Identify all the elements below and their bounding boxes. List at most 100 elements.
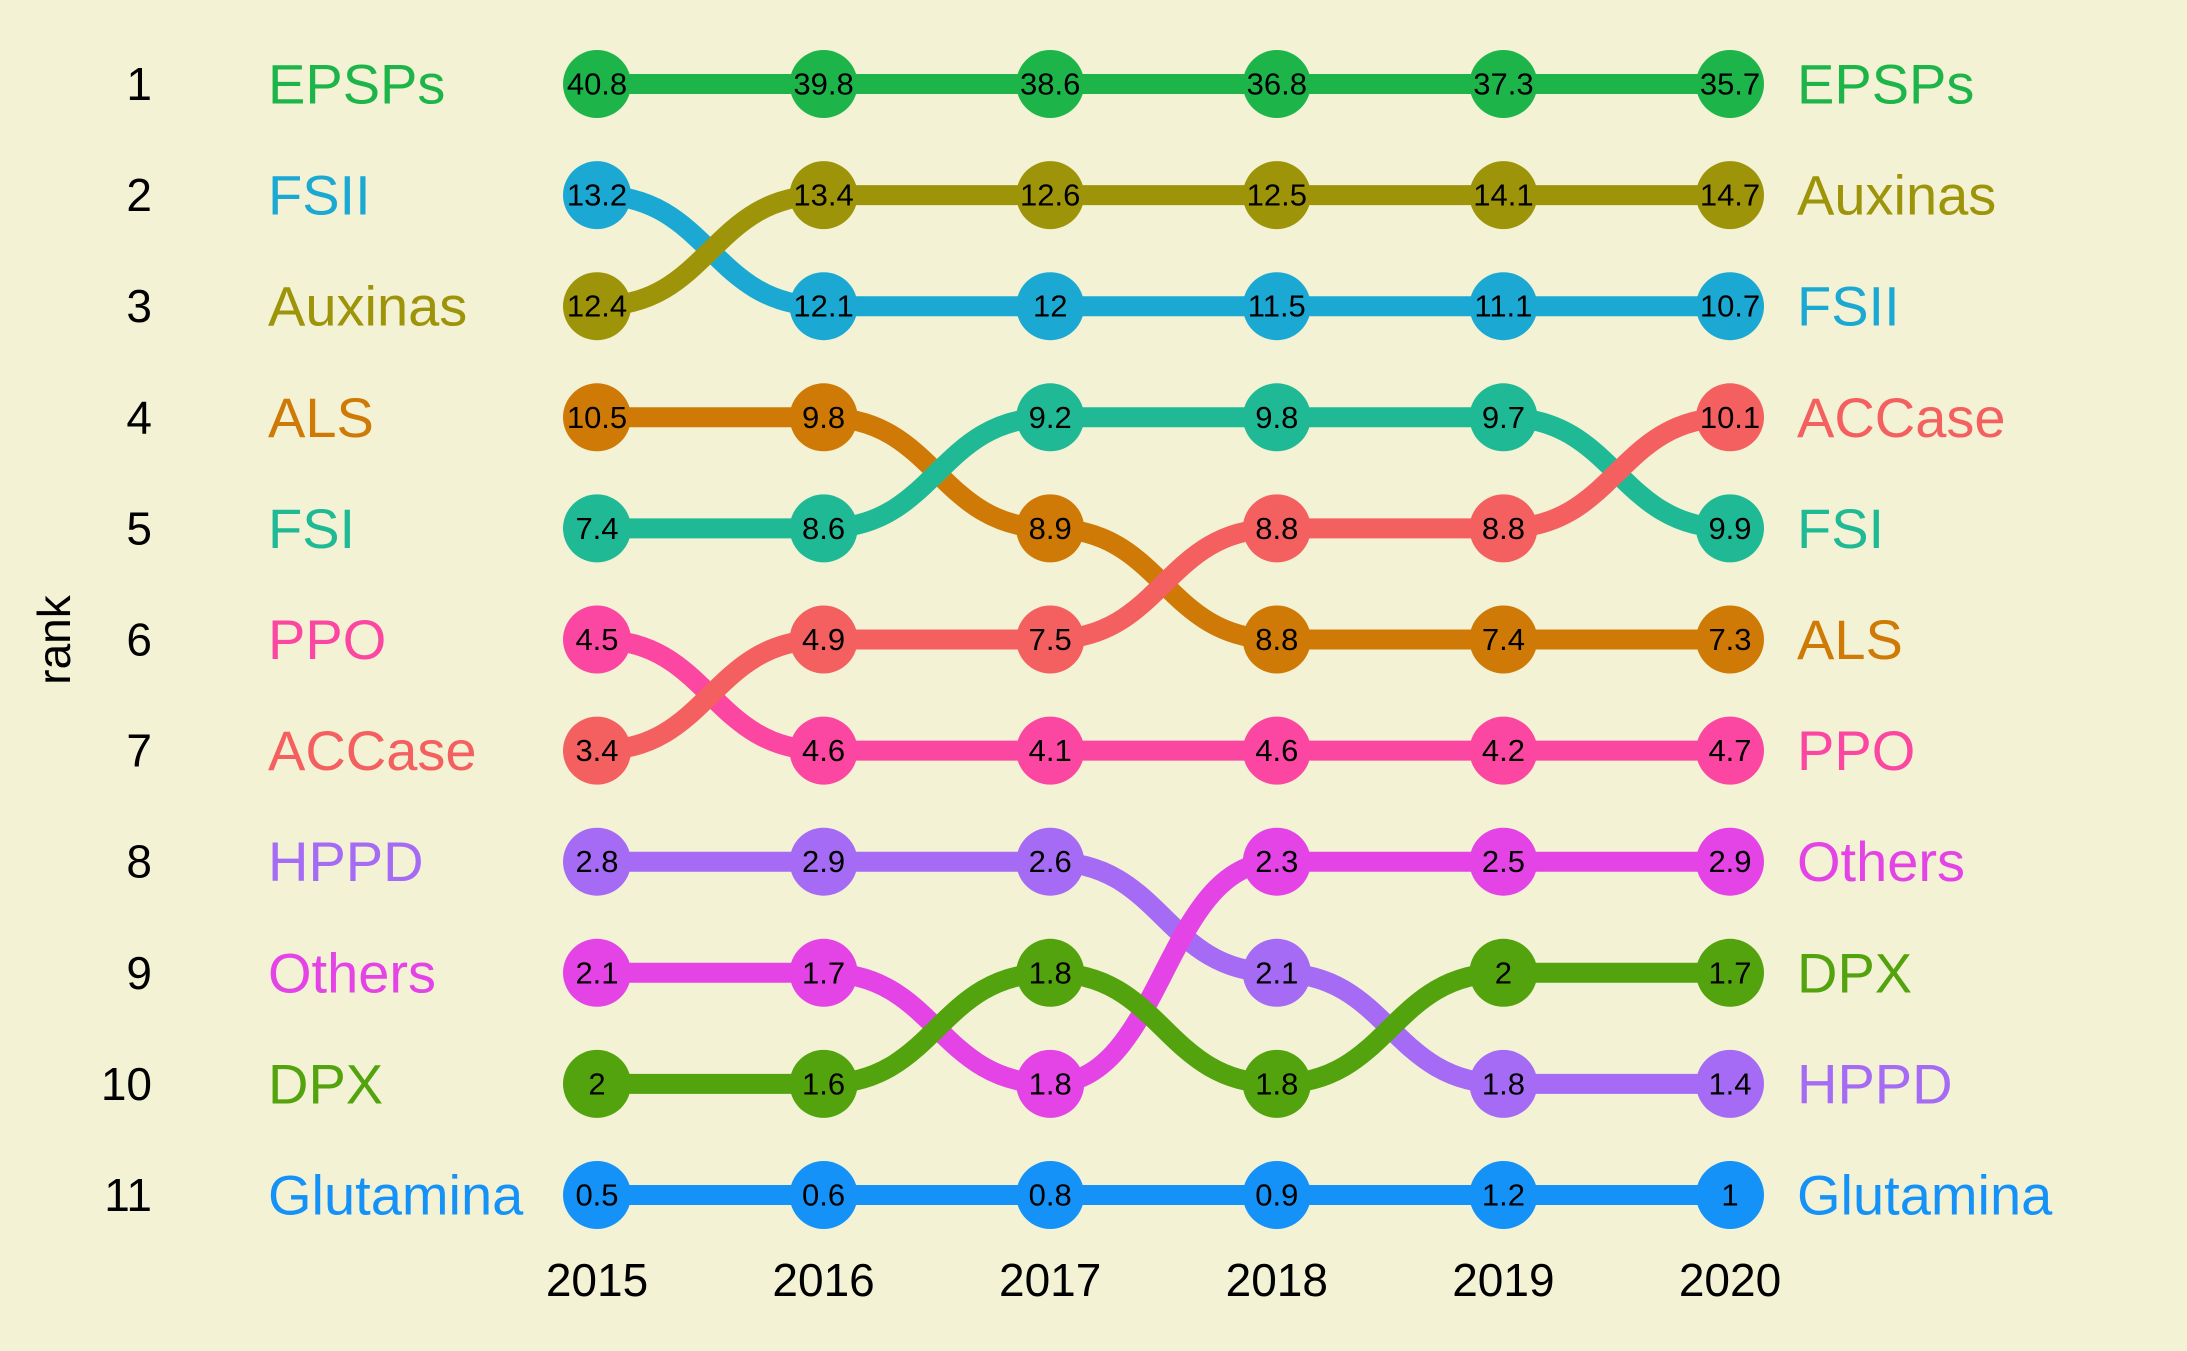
data-label: 2.9: [802, 844, 845, 879]
left-label-fsii: FSII: [268, 164, 371, 227]
rank-tick-label: 9: [126, 947, 152, 999]
rank-tick-label: 11: [104, 1169, 152, 1221]
year-tick-label: 2017: [999, 1254, 1101, 1306]
data-label: 4.5: [575, 622, 618, 657]
left-series-labels: EPSPs FSII Auxinas ALS FSI PPO ACCase HPPD Other…: [268, 53, 524, 1227]
year-tick-label: 2019: [1452, 1254, 1554, 1306]
data-label: 3.4: [575, 733, 618, 768]
year-ticks: 2015 2016 2017 2018 2019 2020: [546, 1254, 1781, 1306]
data-label: 36.8: [1247, 67, 1307, 102]
data-point: [1469, 827, 1538, 896]
data-point: [563, 1049, 631, 1118]
data-point: [789, 938, 858, 1007]
data-point: [563, 938, 631, 1007]
data-label: 1.6: [802, 1066, 845, 1101]
right-label-fsii: FSII: [1797, 275, 1900, 338]
left-label-ppo: PPO: [268, 608, 386, 671]
data-label: 1.8: [1482, 1066, 1525, 1101]
data-point: [563, 161, 631, 230]
data-label: 12.4: [567, 289, 627, 324]
right-label-hppd: HPPD: [1797, 1052, 1953, 1115]
left-label-others: Others: [268, 941, 436, 1004]
data-label: 38.6: [1020, 67, 1080, 102]
left-label-als: ALS: [268, 386, 374, 449]
rank-tick-label: 5: [126, 502, 152, 554]
data-label: 2: [1495, 955, 1512, 990]
data-point: [789, 827, 858, 896]
data-label: 1.7: [1708, 955, 1751, 990]
data-label: 7.4: [1482, 622, 1525, 657]
data-point: [1242, 161, 1311, 230]
data-point: [1242, 938, 1311, 1007]
data-label: 40.8: [567, 67, 627, 102]
data-points: 40.8 39.8 38.6 36.8 37.3 35.713.212.1 12 11.5 11…: [563, 50, 1764, 1229]
data-point: [1016, 716, 1085, 785]
data-label: 37.3: [1473, 67, 1533, 102]
data-point: [789, 272, 858, 341]
data-label: 1.4: [1708, 1066, 1751, 1101]
data-label: 0.6: [802, 1178, 845, 1213]
data-label: 0.5: [575, 1178, 618, 1213]
data-point: [563, 50, 631, 118]
data-point: [1696, 50, 1764, 118]
data-label: 1: [1721, 1178, 1738, 1213]
data-point: [1696, 1049, 1764, 1118]
data-point: [1696, 827, 1764, 896]
data-label: 9.2: [1029, 400, 1072, 435]
data-label: 2: [588, 1066, 605, 1101]
rank-tick-label: 1: [126, 58, 152, 110]
data-label: 8.8: [1482, 511, 1525, 546]
data-label: 2.1: [1255, 955, 1298, 990]
data-point: [1016, 938, 1085, 1007]
left-label-accase: ACCase: [268, 719, 477, 782]
left-label-hppd: HPPD: [268, 830, 424, 893]
data-label: 13.4: [793, 178, 853, 213]
data-label: 0.8: [1029, 1178, 1072, 1213]
data-label: 4.6: [1255, 733, 1298, 768]
data-label: 2.1: [575, 955, 618, 990]
data-label: 4.1: [1029, 733, 1072, 768]
right-label-others: Others: [1797, 830, 1965, 893]
data-label: 9.7: [1482, 400, 1525, 435]
data-label: 14.1: [1473, 178, 1533, 213]
left-label-fsi: FSI: [268, 497, 355, 560]
data-label: 11.1: [1474, 289, 1532, 324]
year-tick-label: 2015: [546, 1254, 648, 1306]
data-label: 4.7: [1708, 733, 1751, 768]
data-label: 10.7: [1700, 289, 1760, 324]
data-point: [1242, 827, 1311, 896]
data-label: 12: [1033, 289, 1067, 324]
right-label-als: ALS: [1797, 608, 1903, 671]
data-point: [1469, 50, 1538, 118]
data-point: [789, 161, 858, 230]
data-label: 12.1: [793, 289, 853, 324]
data-label: 4.2: [1482, 733, 1525, 768]
data-label: 9.8: [802, 400, 845, 435]
data-point: [789, 494, 858, 563]
data-point: [1469, 1049, 1538, 1118]
data-point: [1016, 50, 1085, 118]
right-label-fsi: FSI: [1797, 497, 1884, 560]
data-label: 9.8: [1255, 400, 1298, 435]
data-label: 2.6: [1029, 844, 1072, 879]
right-label-ppo: PPO: [1797, 719, 1915, 782]
data-label: 2.3: [1255, 844, 1298, 879]
data-point: [1016, 1161, 1085, 1229]
data-point: [1696, 605, 1764, 674]
data-label: 7.5: [1029, 622, 1072, 657]
year-tick-label: 2016: [772, 1254, 874, 1306]
data-point: [1016, 494, 1085, 563]
data-point: [1242, 716, 1311, 785]
data-point: [1242, 50, 1311, 118]
data-label: 4.9: [802, 622, 845, 657]
year-tick-label: 2020: [1679, 1254, 1781, 1306]
right-series-labels: EPSPs FSII Auxinas ALS FSI PPO ACCase HPPD Other…: [1797, 53, 2053, 1227]
data-point: [1242, 272, 1311, 341]
data-label: 1.8: [1255, 1066, 1298, 1101]
data-label: 7.3: [1708, 622, 1751, 657]
right-label-auxinas: Auxinas: [1797, 164, 1996, 227]
data-label: 2.9: [1708, 844, 1751, 879]
data-point: [1242, 1049, 1311, 1118]
data-label: 1.8: [1029, 1066, 1072, 1101]
